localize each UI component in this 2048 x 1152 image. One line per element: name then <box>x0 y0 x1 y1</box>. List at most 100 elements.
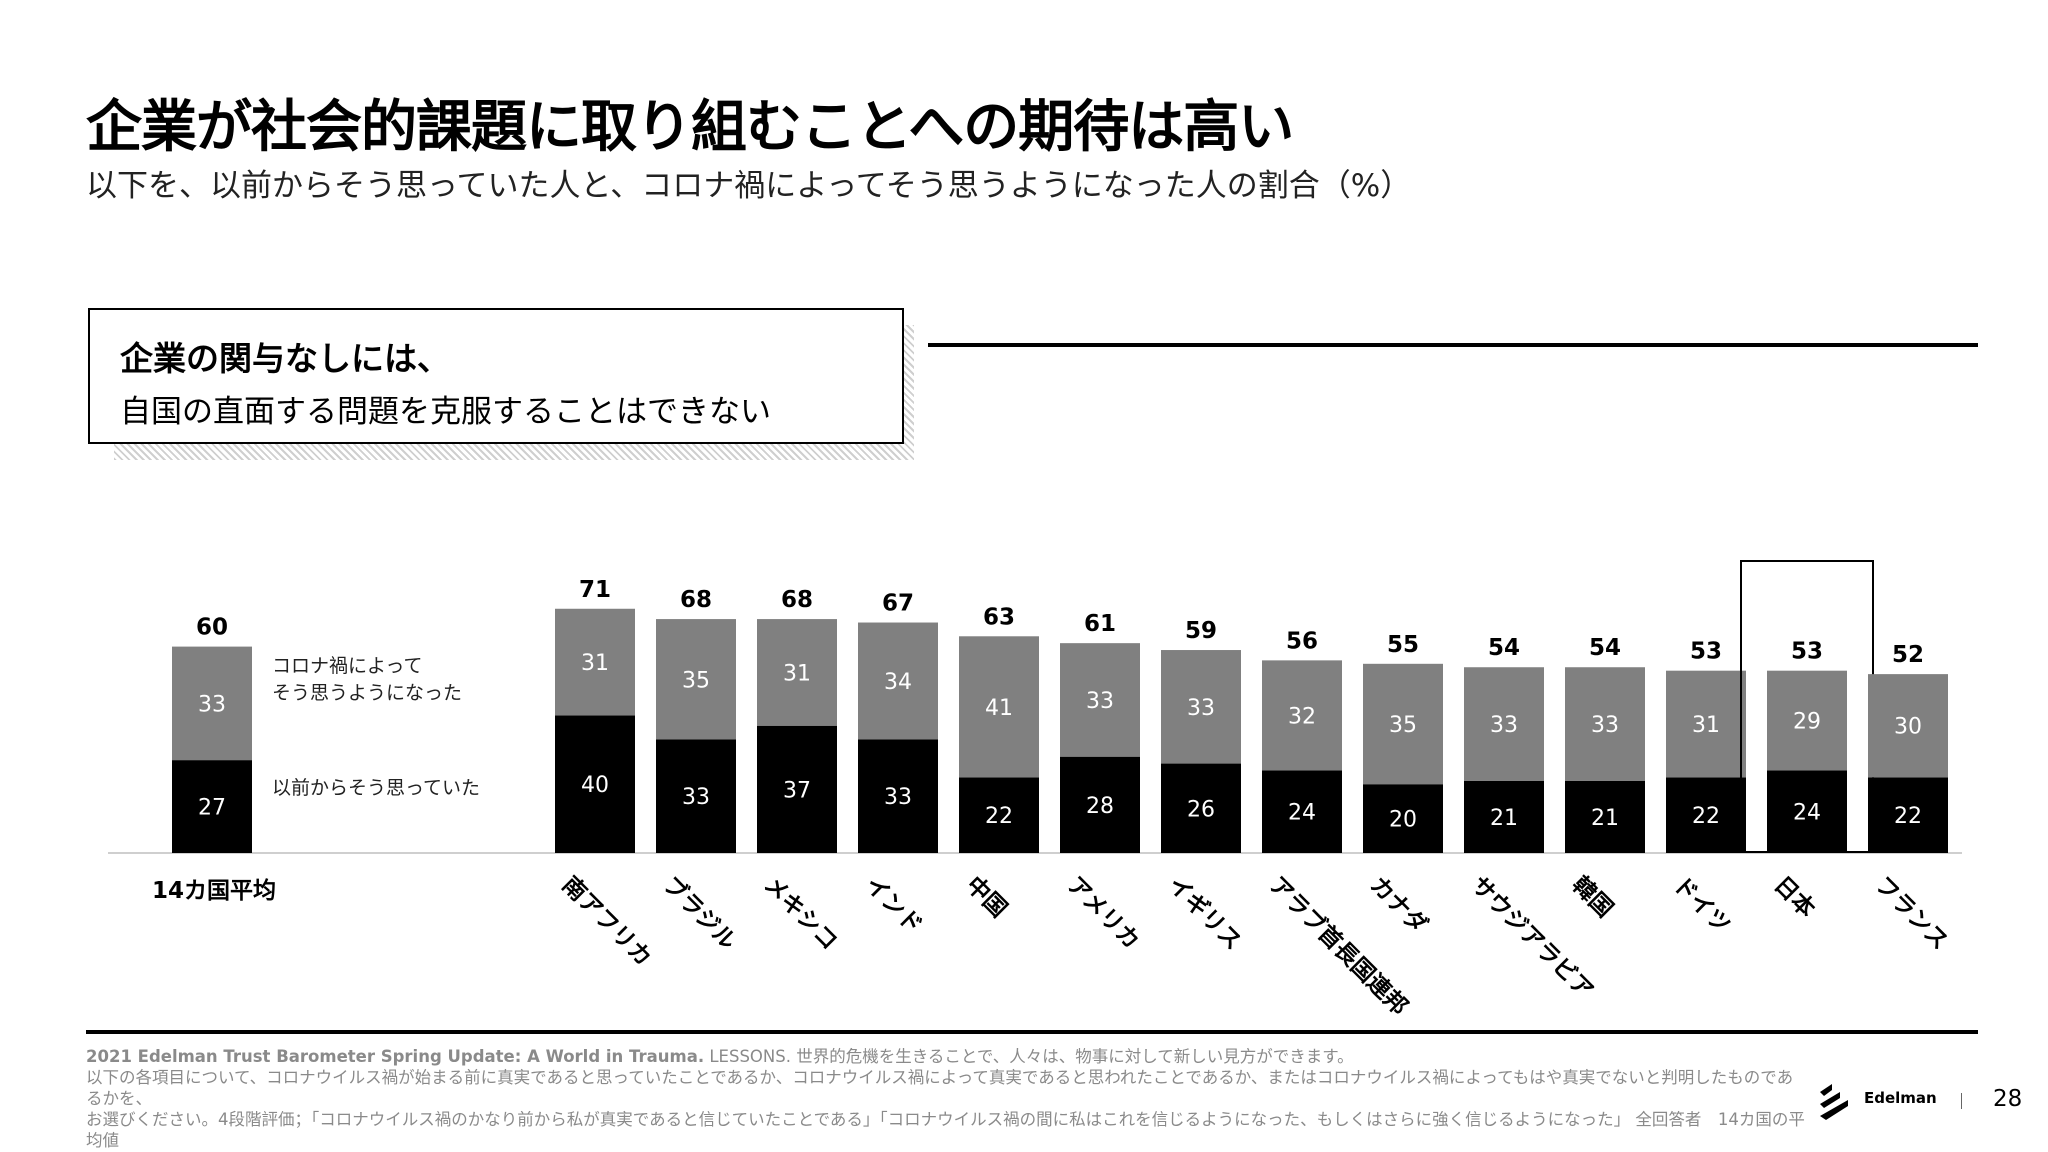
data-label-before: 28 <box>1086 794 1114 819</box>
category-label: フランス <box>1870 872 1953 955</box>
question-text: 自国の直面する問題を克服することはできない <box>120 394 771 430</box>
data-label-covid: 31 <box>1692 713 1720 738</box>
total-label: 60 <box>196 615 228 641</box>
edelman-logo-text: Edelman <box>1864 1089 1937 1107</box>
bar-segment-covid <box>1565 667 1645 781</box>
bar-segment-covid <box>172 646 252 761</box>
bar-segment-covid <box>1767 670 1847 771</box>
bar-segment-before <box>1262 770 1342 853</box>
data-label-before: 22 <box>1692 804 1720 829</box>
bar-segment-before <box>757 725 837 853</box>
data-label-covid: 41 <box>985 696 1013 721</box>
total-label: 53 <box>1791 639 1823 665</box>
data-label-covid: 34 <box>884 670 912 695</box>
data-label-covid: 35 <box>1389 713 1417 738</box>
total-label: 67 <box>882 591 914 617</box>
data-label-before: 27 <box>198 796 226 821</box>
question-bold: 企業の関与なしには、 <box>120 339 450 378</box>
data-label-before: 24 <box>1288 801 1316 826</box>
bar-segment-before <box>1565 780 1645 853</box>
data-label-before: 21 <box>1490 806 1518 831</box>
total-label: 56 <box>1286 628 1318 654</box>
bar-segment-covid <box>1161 650 1241 764</box>
data-label-covid: 30 <box>1894 715 1922 740</box>
total-label: 61 <box>1084 611 1116 637</box>
data-label-before: 33 <box>682 785 710 810</box>
total-label: 71 <box>579 577 611 603</box>
total-label: 55 <box>1387 632 1419 658</box>
data-label-covid: 33 <box>1490 713 1518 738</box>
page-title: 企業が社会的課題に取り組むことへの期待は高い <box>86 95 1294 160</box>
bar-segment-before <box>1767 770 1847 853</box>
footnote-source: 2021 Edelman Trust Barometer Spring Upda… <box>86 1047 705 1066</box>
data-label-covid: 31 <box>783 661 811 686</box>
data-label-covid: 33 <box>1591 713 1619 738</box>
total-label: 59 <box>1185 618 1217 644</box>
total-label: 68 <box>680 587 712 613</box>
data-label-before: 26 <box>1187 797 1215 822</box>
data-label-before: 20 <box>1389 808 1417 833</box>
data-label-before: 33 <box>884 785 912 810</box>
data-label-before: 24 <box>1793 801 1821 826</box>
data-label-covid: 29 <box>1793 710 1821 735</box>
page-number: 28 <box>1993 1086 2023 1112</box>
bar-segment-covid <box>1666 670 1746 778</box>
category-label: 韓国 <box>1567 871 1619 923</box>
footnote: 2021 Edelman Trust Barometer Spring Upda… <box>86 1046 1806 1151</box>
data-label-covid: 35 <box>682 668 710 693</box>
category-label: ドイツ <box>1668 872 1735 939</box>
bar-segment-before <box>1363 784 1443 853</box>
bar-segment-before <box>1060 756 1140 853</box>
category-label: インド <box>860 872 927 939</box>
total-label: 68 <box>781 587 813 613</box>
data-label-covid: 33 <box>1086 689 1114 714</box>
data-label-covid: 33 <box>198 692 226 717</box>
bar-segment-covid <box>555 608 635 716</box>
question-box: 企業の関与なしには、 自国の直面する問題を克服することはできない <box>88 308 904 444</box>
total-label: 53 <box>1690 639 1722 665</box>
bar-segment-before <box>172 760 252 853</box>
bar-segment-covid <box>1868 674 1948 778</box>
category-label: イギリス <box>1163 872 1246 955</box>
total-label: 54 <box>1589 635 1621 661</box>
category-label: 14カ国平均 <box>152 877 276 904</box>
bar-segment-covid <box>656 619 736 740</box>
data-label-before: 21 <box>1591 806 1619 831</box>
category-label: 日本 <box>1769 872 1820 923</box>
bar-segment-before <box>555 715 635 853</box>
stacked-bar-chart: 27 33 60 14カ国平均 40 31 71 南アフリカ 33 35 68 ブラジル 37 31 68 メ… <box>108 560 1962 1020</box>
bar-segment-covid <box>1060 643 1140 757</box>
bar-segment-covid <box>1464 667 1544 781</box>
header-rule <box>928 343 1978 347</box>
bar-segment-before <box>1666 777 1746 853</box>
data-label-before: 37 <box>783 778 811 803</box>
edelman-logo-icon <box>1820 1084 1848 1120</box>
data-label-before: 40 <box>581 773 609 798</box>
bar-segment-covid <box>858 622 938 740</box>
footer-separator <box>1961 1093 1962 1109</box>
category-label: 中国 <box>961 872 1012 923</box>
category-label: 南アフリカ <box>557 872 657 972</box>
bar-segment-before <box>1464 780 1544 853</box>
bar-segment-covid <box>959 636 1039 778</box>
total-label: 63 <box>983 604 1015 630</box>
total-label: 52 <box>1892 642 1924 668</box>
bar-segment-covid <box>1363 663 1443 785</box>
category-label: メキシコ <box>759 872 842 955</box>
bar-segment-before <box>1868 777 1948 853</box>
category-label: ブラジル <box>658 871 742 955</box>
footnote-line-2: 以下の各項目について、コロナウイルス禍が始まる前に真実であると思っていたことであ… <box>86 1068 1794 1108</box>
footnote-source-rest: LESSONS. 世界的危機を生きることで、人々は、物事に対して新しい見方ができ… <box>704 1047 1354 1066</box>
legend-covid-line2: そう思うようになった <box>272 682 462 704</box>
legend-covid-line1: コロナ禍によって <box>272 655 422 677</box>
bar-segment-before <box>959 777 1039 853</box>
legend-before: 以前からそう思っていた <box>272 777 480 799</box>
bar-segment-before <box>1161 763 1241 853</box>
bar-segment-covid <box>1262 660 1342 771</box>
footer-rule <box>86 1030 1978 1034</box>
category-label: アメリカ <box>1062 872 1145 955</box>
bar-segment-before <box>858 739 938 853</box>
data-label-covid: 31 <box>581 651 609 676</box>
data-label-before: 22 <box>985 804 1013 829</box>
bar-segment-covid <box>757 619 837 726</box>
